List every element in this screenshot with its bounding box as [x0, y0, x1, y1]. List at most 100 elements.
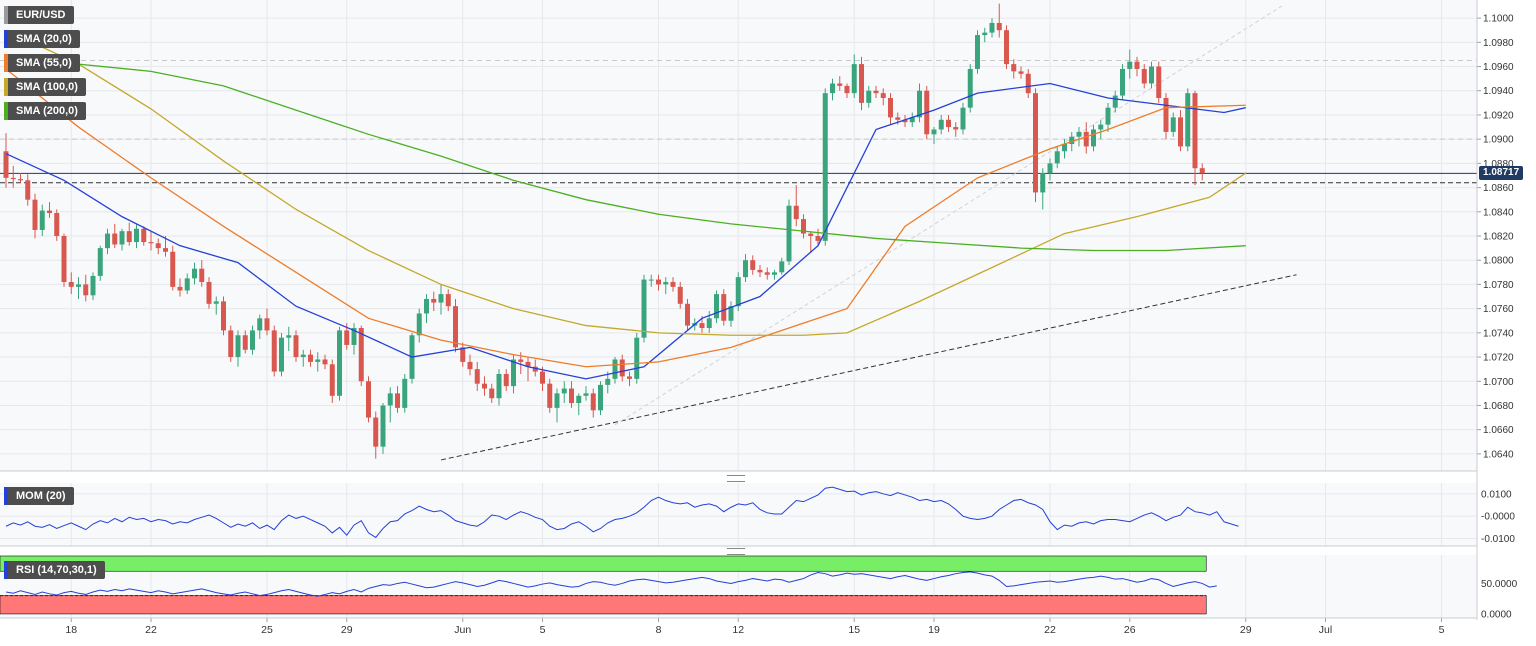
candle-body — [561, 388, 567, 394]
candle-body — [482, 383, 487, 389]
candle-body — [344, 330, 350, 345]
x-tick-label: 29 — [1240, 624, 1252, 636]
candle-body — [39, 210, 45, 230]
candle-body — [10, 177, 16, 180]
candle-body — [503, 374, 509, 387]
candle-body — [416, 313, 422, 336]
legend-mom[interactable]: MOM (20) — [4, 487, 74, 505]
candle-body — [228, 330, 234, 358]
candle-body — [721, 294, 727, 321]
candle-body — [685, 303, 690, 326]
candle-body — [242, 335, 248, 350]
candle-body — [706, 318, 712, 328]
x-tick-label: 25 — [261, 624, 273, 636]
candle-body — [873, 90, 879, 94]
candle-body — [453, 306, 458, 348]
candle-body — [221, 301, 226, 331]
y-tick-label: 1.0860 — [1483, 183, 1514, 194]
mom-y-tick-label: -0.0100 — [1481, 534, 1515, 545]
candle-body — [786, 205, 792, 262]
candle-body — [3, 151, 9, 178]
candle-body — [315, 359, 321, 362]
candle-body — [1083, 131, 1089, 147]
candle-body — [155, 243, 161, 249]
legend-label: MOM (20) — [16, 490, 66, 502]
legend-sma55[interactable]: SMA (55,0) — [4, 54, 80, 72]
candle-body — [822, 93, 828, 241]
candle-body — [1112, 95, 1118, 108]
x-tick-label: Jul — [1319, 624, 1332, 636]
candle-body — [213, 301, 219, 304]
candle-body — [757, 269, 763, 273]
x-tick-label: 18 — [65, 624, 77, 636]
candle-body — [888, 98, 893, 118]
candle-body — [438, 294, 444, 303]
rsi-y-tick-label: 0.0000 — [1481, 609, 1512, 620]
candle-body — [830, 83, 835, 94]
candle-body — [395, 393, 400, 408]
candle-body — [76, 284, 81, 287]
candle-body — [880, 93, 886, 98]
candle-body — [859, 64, 864, 103]
candle-body — [206, 282, 212, 304]
candle-body — [750, 260, 756, 270]
candle-body — [605, 378, 611, 385]
sma55-line — [5, 68, 1246, 368]
legend-eurusd[interactable]: EUR/USD — [4, 6, 74, 24]
y-tick-label: 1.0920 — [1483, 110, 1514, 121]
y-tick-label: 1.0940 — [1483, 86, 1514, 97]
candle-body — [525, 361, 531, 367]
legend-sma100[interactable]: SMA (100,0) — [4, 78, 86, 96]
candle-body — [474, 369, 480, 384]
candle-body — [1076, 131, 1082, 137]
candle-body — [496, 374, 502, 399]
legend-swatch — [4, 561, 8, 579]
legend-swatch — [4, 487, 8, 505]
rsi-series — [0, 555, 1217, 615]
y-tick-label: 1.1000 — [1483, 14, 1514, 25]
candle-body — [975, 35, 980, 69]
candle-body — [641, 279, 647, 338]
legend-sma20[interactable]: SMA (20,0) — [4, 30, 80, 48]
candle-body — [1127, 61, 1133, 69]
panel-splitter-mom[interactable] — [727, 475, 745, 482]
candle-body — [148, 242, 154, 244]
candle-body — [199, 268, 205, 282]
y-tick-label: 1.0740 — [1483, 328, 1514, 339]
candle-body — [554, 393, 560, 408]
y-tick-label: 1.0700 — [1483, 377, 1514, 388]
candle-body — [634, 337, 640, 379]
candle-body — [612, 359, 618, 379]
candle-body — [714, 294, 719, 319]
x-tick-label: Jun — [454, 624, 471, 636]
candle-body — [351, 328, 357, 345]
candle-body — [1018, 71, 1024, 74]
x-tick-label: 8 — [656, 624, 662, 636]
legend-sma200[interactable]: SMA (200,0) — [4, 102, 86, 120]
candle-body — [32, 199, 38, 230]
candle-body — [170, 251, 176, 287]
candle-body — [1178, 117, 1183, 147]
candle-body — [808, 233, 814, 236]
candle-body — [424, 298, 429, 314]
candle-body — [677, 286, 683, 304]
legend-rsi[interactable]: RSI (14,70,30,1) — [4, 561, 105, 579]
candle-body — [532, 366, 538, 372]
candle-body — [445, 294, 451, 307]
candle-body — [511, 359, 516, 387]
y-tick-label: 1.0900 — [1483, 135, 1514, 146]
candle-body — [1069, 136, 1075, 144]
candle-body — [279, 337, 284, 372]
panel-splitter-rsi[interactable] — [727, 548, 745, 555]
legend-swatch — [4, 78, 8, 96]
mom-y-tick-label: -0.0000 — [1481, 512, 1515, 523]
legend-swatch — [4, 102, 8, 120]
last-price-tag: 1.08717 — [1479, 166, 1524, 181]
candle-body — [431, 298, 437, 303]
candle-body — [271, 330, 277, 372]
candle-body — [1134, 61, 1140, 69]
candle-body — [126, 231, 132, 243]
candle-body — [18, 179, 23, 181]
